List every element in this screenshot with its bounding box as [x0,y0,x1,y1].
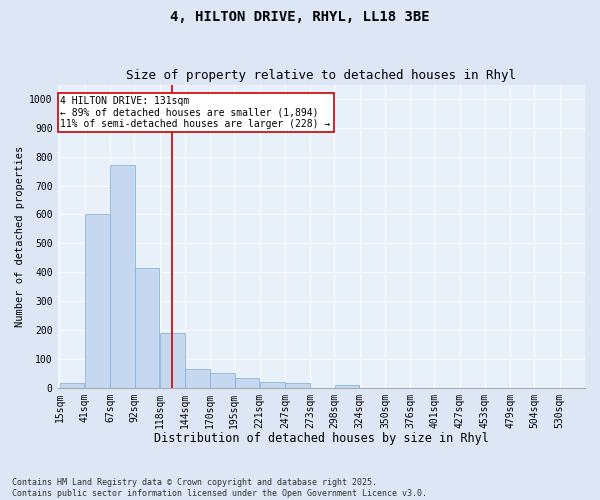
Bar [260,382,284,388]
Text: Contains HM Land Registry data © Crown copyright and database right 2025.
Contai: Contains HM Land Registry data © Crown c… [12,478,427,498]
Bar [335,385,359,388]
Bar [134,268,159,388]
Bar [85,214,110,388]
Bar [285,384,310,388]
Bar [160,333,185,388]
Y-axis label: Number of detached properties: Number of detached properties [15,146,25,327]
Title: Size of property relative to detached houses in Rhyl: Size of property relative to detached ho… [126,69,516,82]
Bar [185,369,210,388]
Text: 4 HILTON DRIVE: 131sqm
← 89% of detached houses are smaller (1,894)
11% of semi-: 4 HILTON DRIVE: 131sqm ← 89% of detached… [61,96,331,130]
Bar [210,374,235,388]
X-axis label: Distribution of detached houses by size in Rhyl: Distribution of detached houses by size … [154,432,489,445]
Text: 4, HILTON DRIVE, RHYL, LL18 3BE: 4, HILTON DRIVE, RHYL, LL18 3BE [170,10,430,24]
Bar [235,378,259,388]
Bar [110,166,135,388]
Bar [60,384,85,388]
